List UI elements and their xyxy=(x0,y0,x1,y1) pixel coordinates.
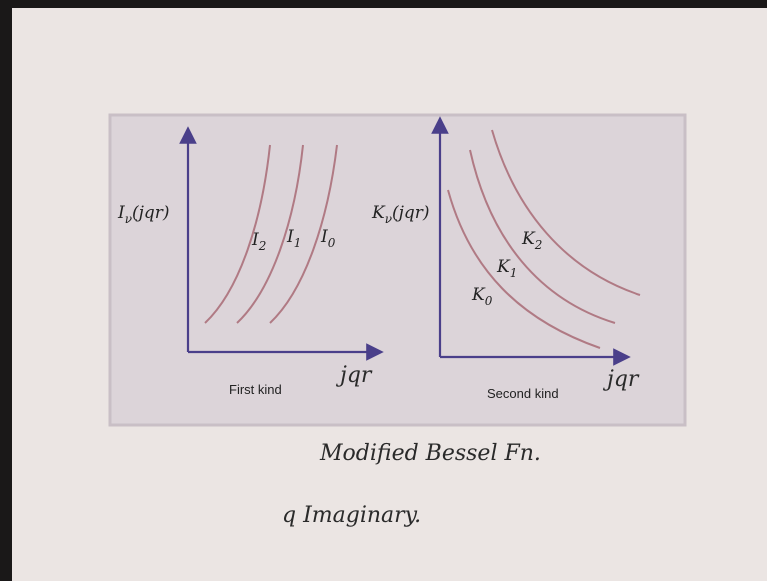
label-sub: 1 xyxy=(294,236,302,250)
label-sub: 0 xyxy=(485,294,493,308)
caption: First kind xyxy=(229,382,282,397)
label-rest: (jqr) xyxy=(132,203,170,223)
label-sub: ν xyxy=(385,212,392,226)
frame: Iν(jqr) I2 I1 I0 First kind jqr Kν(jqr) … xyxy=(0,0,767,581)
x-label: jqr xyxy=(335,363,373,388)
note: Modified Bessel Fn. xyxy=(319,441,541,466)
caption: Second kind xyxy=(487,386,559,401)
label-sub: 2 xyxy=(534,238,543,252)
y-label: Kν(jqr) xyxy=(371,203,430,226)
note: q Imaginary. xyxy=(282,503,421,528)
slide-box xyxy=(110,115,685,425)
label-sub: 2 xyxy=(258,239,267,253)
label-sub: 1 xyxy=(510,266,518,280)
x-label: jqr xyxy=(602,367,640,392)
label-rest: (jqr) xyxy=(392,203,430,223)
label-sub: 0 xyxy=(328,236,336,250)
label-sub: ν xyxy=(125,212,132,226)
